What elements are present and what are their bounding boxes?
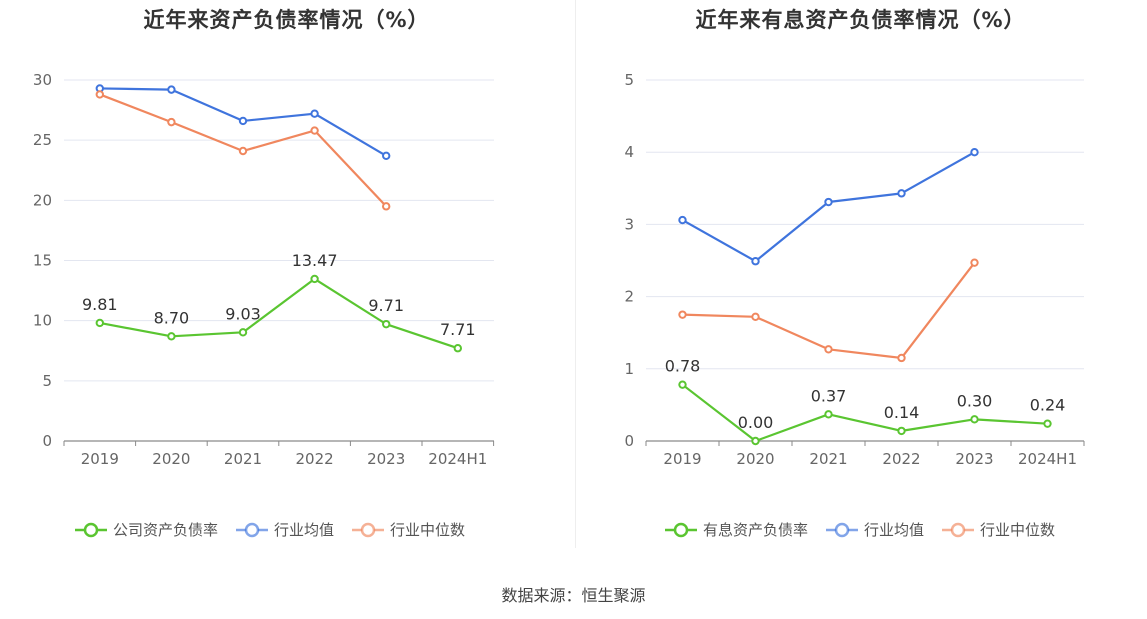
data-point: [824, 345, 833, 354]
data-point: [678, 380, 687, 389]
chart-right: 近年来有息资产负债率情况（%） 0 1 2 3 4 5 2019 2020 2021 2022 20…: [574, 0, 1147, 560]
data-point: [824, 197, 833, 207]
x-tick-label: 2024H1: [428, 450, 487, 468]
data-point: [751, 312, 760, 322]
legend-label: 行业均值: [274, 521, 334, 539]
y-tick-label: 5: [624, 71, 634, 89]
data-point: [167, 117, 176, 127]
x-tick-label: 2022: [296, 450, 334, 468]
legend-marker: [244, 522, 260, 538]
data-point: [382, 151, 391, 161]
y-tick-label: 20: [33, 191, 52, 209]
data-point: [95, 318, 105, 328]
legend-label: 公司资产负债率: [113, 521, 218, 539]
y-tick-label: 1: [624, 360, 634, 378]
y-tick-label: 3: [624, 215, 634, 233]
data-point: [310, 274, 319, 284]
chart-title: 近年来有息资产负债率情况（%）: [695, 8, 1026, 32]
legend-marker: [834, 522, 850, 538]
y-tick-label: 2: [624, 288, 634, 306]
data-point: [897, 426, 906, 436]
data-label: 7.71: [440, 320, 476, 339]
x-tick-label: 2021: [224, 450, 262, 468]
legend-label: 行业中位数: [980, 521, 1055, 539]
legend-marker: [950, 522, 966, 538]
data-point: [751, 257, 760, 266]
data-label: 9.03: [225, 304, 261, 323]
legend-label: 行业中位数: [390, 521, 465, 539]
data-label: 0.00: [738, 413, 774, 432]
legend-label: 行业均值: [864, 521, 924, 539]
data-point: [824, 410, 833, 419]
data-point: [238, 116, 248, 126]
data-point: [970, 415, 979, 424]
data-point: [897, 189, 906, 198]
data-point: [678, 310, 687, 319]
x-tick-label: 2023: [367, 450, 405, 468]
panel-divider: [575, 0, 576, 548]
y-tick-label: 10: [33, 312, 52, 330]
chart-right-svg: 0 1 2 3 4 5 2019 2020 2021 2022 2023 2024H1 0.78 0.00…: [624, 71, 1085, 539]
data-point: [678, 215, 687, 225]
data-label: 13.47: [292, 251, 338, 270]
data-source-note: 数据来源：恒生聚源: [501, 586, 646, 605]
data-label: 9.71: [368, 296, 404, 315]
series-line: [99, 277, 459, 350]
data-label: 8.70: [154, 308, 190, 327]
data-label: 0.24: [1030, 396, 1066, 415]
y-tick-label: 25: [33, 131, 52, 149]
y-tick-label: 5: [42, 372, 52, 390]
data-point: [970, 258, 979, 267]
legend-marker: [360, 522, 376, 538]
data-label: 0.14: [884, 403, 920, 422]
data-point: [453, 344, 462, 353]
data-point: [95, 90, 105, 99]
series-line: [682, 261, 976, 360]
data-label: 0.37: [811, 386, 847, 405]
x-tick-label: 2019: [663, 450, 701, 468]
series-line: [681, 383, 1048, 443]
chart-left: 近年来资产负债率情况（%） 0 5 10 15 20 25 30 2019 2020 2021 20…: [0, 0, 573, 560]
y-tick-label: 0: [42, 432, 52, 450]
data-label: 9.81: [82, 295, 118, 314]
legend-label: 有息资产负债率: [703, 521, 808, 539]
data-point: [238, 146, 248, 156]
data-point: [1043, 419, 1052, 428]
y-tick-label: 15: [33, 252, 52, 270]
data-label: 0.78: [665, 357, 701, 376]
x-tick-label: 2021: [809, 450, 847, 468]
x-tick-label: 2022: [882, 450, 920, 468]
x-tick-label: 2024H1: [1018, 450, 1077, 468]
x-tick-label: 2023: [955, 450, 993, 468]
x-tick-label: 2020: [152, 450, 190, 468]
y-tick-label: 30: [33, 71, 52, 89]
data-point: [167, 85, 176, 94]
data-point: [897, 353, 906, 363]
y-tick-label: 0: [624, 432, 634, 450]
data-point: [970, 148, 979, 157]
data-label: 0.30: [957, 391, 993, 410]
chart-title: 近年来资产负债率情况（%）: [143, 8, 430, 32]
data-point: [167, 332, 176, 341]
data-point: [310, 126, 319, 135]
series-line: [681, 151, 976, 263]
x-tick-label: 2020: [736, 450, 774, 468]
data-point: [238, 328, 248, 337]
data-point: [751, 436, 760, 446]
data-point: [382, 202, 391, 211]
x-tick-label: 2019: [81, 450, 119, 468]
data-point: [310, 109, 319, 118]
legend-marker: [673, 522, 689, 538]
chart-left-svg: 0 5 10 15 20 25 30 2019 2020 2021 2022 2023 2024H1 9.…: [33, 71, 495, 539]
legend-marker: [83, 522, 99, 538]
y-tick-label: 4: [624, 143, 634, 161]
data-point: [382, 319, 391, 329]
